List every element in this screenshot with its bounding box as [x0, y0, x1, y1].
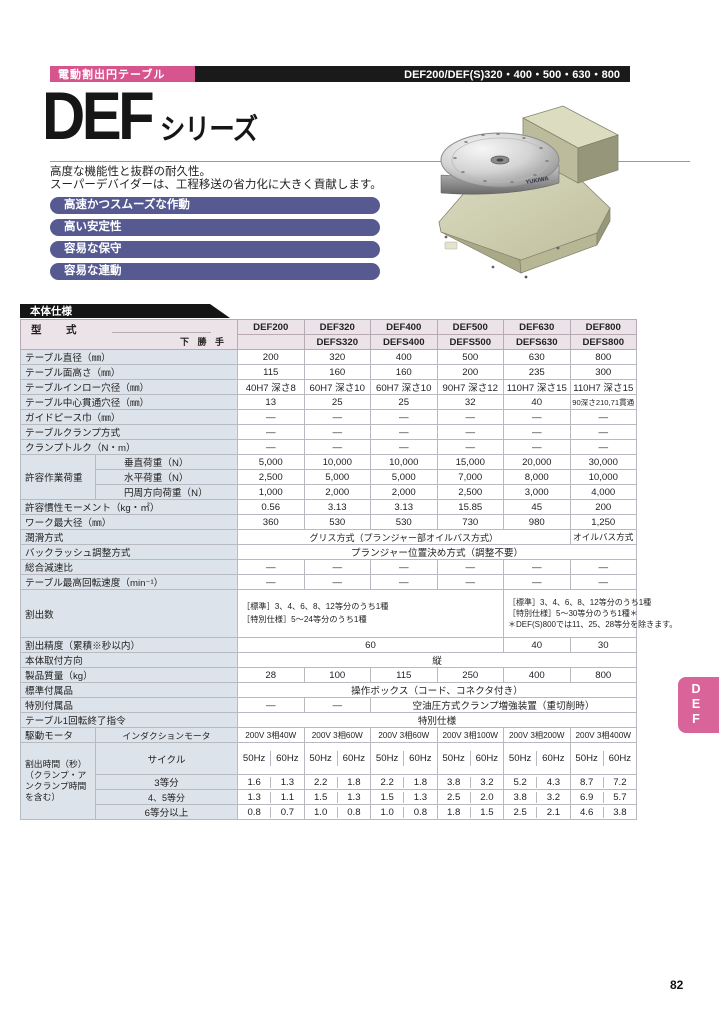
svg-text:本体仕様: 本体仕様 [30, 305, 72, 318]
